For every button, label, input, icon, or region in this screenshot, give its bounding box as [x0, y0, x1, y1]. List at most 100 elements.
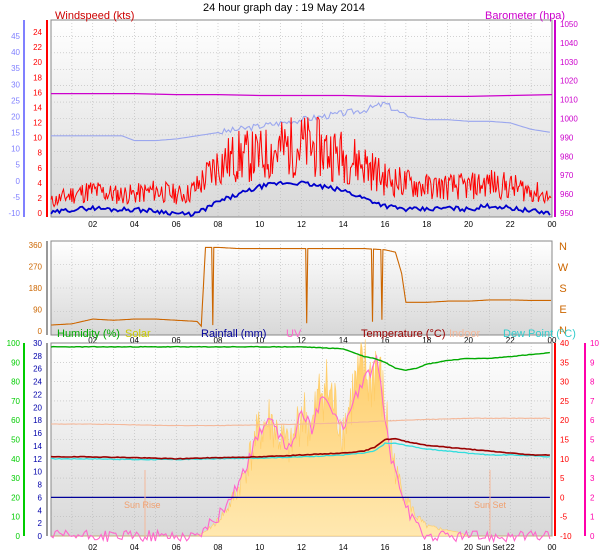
time-tick: 12 — [297, 336, 306, 345]
uv-tick: 3 — [590, 474, 595, 483]
rainfall-tick: 16 — [33, 429, 42, 438]
time-tick: 22 — [506, 220, 515, 229]
outer-speed-tick: -10 — [8, 209, 20, 218]
humidity-tick: 40 — [11, 455, 20, 464]
time-tick: 14 — [339, 336, 348, 345]
temperature-tick: 5 — [560, 474, 565, 483]
direction-tick: 90 — [33, 306, 42, 315]
compass-tick: S — [559, 283, 566, 295]
uv-tick: 10 — [590, 339, 599, 348]
temperature-line — [50, 437, 550, 460]
rainfall-tick: 4 — [38, 506, 43, 515]
uv-tick: 9 — [590, 358, 595, 367]
outer-speed-tick: 35 — [11, 64, 20, 73]
outer-speed-tick: 20 — [11, 112, 20, 121]
wind-barometer-panel: 454035302520151050-5-1024222018161412108… — [8, 10, 578, 229]
barometer-tick: 1000 — [560, 115, 578, 124]
time-tick: 20 — [464, 336, 473, 345]
time-tick: 10 — [255, 543, 264, 552]
windspeed-tick: 0 — [38, 209, 43, 218]
time-tick: 08 — [214, 336, 223, 345]
indoor-temperature-line — [51, 417, 550, 427]
outer-speed-tick: 25 — [11, 96, 20, 105]
barometer-tick: 990 — [560, 133, 574, 142]
temperature-panel: 1009080706050403020100302826242220181614… — [7, 328, 600, 552]
outer-speed-tick: 30 — [11, 80, 20, 89]
time-tick: 10 — [255, 336, 264, 345]
rainfall-tick: 24 — [33, 378, 42, 387]
rainfall-tick: 0 — [38, 532, 43, 541]
time-tick: 16 — [381, 220, 390, 229]
time-tick: 20 — [464, 543, 473, 552]
solar-label: Solar — [125, 328, 151, 340]
compass-tick: N — [559, 241, 567, 253]
time-tick: 22 — [506, 543, 515, 552]
windspeed-tick: 14 — [33, 103, 42, 112]
dew-point-line — [51, 442, 551, 461]
humidity-tick: 80 — [11, 378, 20, 387]
time-tick: 14 — [339, 543, 348, 552]
windspeed-tick: 12 — [33, 119, 42, 128]
rainfall-tick: 12 — [33, 455, 42, 464]
temperature-tick: -10 — [560, 532, 572, 541]
barometer-tick: 1040 — [560, 39, 578, 48]
windspeed-line — [50, 116, 552, 208]
compass-tick: N — [559, 325, 567, 337]
time-tick: 10 — [255, 220, 264, 229]
direction-tick: 270 — [29, 263, 43, 272]
time-tick: 18 — [422, 220, 431, 229]
rainfall-tick: 10 — [33, 468, 42, 477]
rainfall-tick: 2 — [38, 519, 43, 528]
time-tick: 16 — [381, 543, 390, 552]
rainfall-tick: 26 — [33, 365, 42, 374]
windspeed-tick: 24 — [33, 28, 42, 37]
temperature-axis-label: Temperature (°C) — [361, 328, 445, 340]
outer-speed-tick: 10 — [11, 145, 20, 154]
graph-title: 24 hour graph day : 19 May 2014 — [203, 2, 365, 14]
time-tick: 18 — [422, 543, 431, 552]
rainfall-axis-label: Rainfall (mm) — [201, 328, 266, 340]
windspeed-tick: 4 — [38, 179, 43, 188]
wind-average-line — [50, 180, 551, 218]
time-tick: 02 — [88, 543, 97, 552]
outer-speed-tick: 45 — [11, 32, 20, 41]
sun-rise-label: Sun Rise — [124, 500, 161, 510]
time-tick: 00 — [548, 336, 557, 345]
barometer-tick: 960 — [560, 190, 574, 199]
windspeed-tick: 10 — [33, 134, 42, 143]
windspeed-tick: 18 — [33, 73, 42, 82]
time-tick: 22 — [506, 336, 515, 345]
rainfall-tick: 6 — [38, 493, 43, 502]
barometer-tick: 1010 — [560, 96, 578, 105]
outer-speed-tick: 15 — [11, 129, 20, 138]
time-tick: 02 — [88, 336, 97, 345]
uv-tick: 2 — [590, 493, 595, 502]
temperature-tick: 20 — [560, 416, 569, 425]
wind-gust-line — [51, 101, 550, 142]
temperature-tick: 15 — [560, 436, 569, 445]
time-tick: 12 — [297, 543, 306, 552]
rainfall-tick: 28 — [33, 352, 42, 361]
uv-tick: 1 — [590, 513, 595, 522]
temperature-tick: 40 — [560, 339, 569, 348]
time-tick: 04 — [130, 336, 139, 345]
windspeed-tick: 20 — [33, 58, 42, 67]
time-tick: 02 — [88, 220, 97, 229]
sun-set-tick-label: Sun Set — [476, 543, 505, 552]
barometer-tick: 1050 — [560, 20, 578, 29]
direction-tick: 0 — [38, 327, 43, 336]
humidity-tick: 70 — [11, 397, 20, 406]
windspeed-tick: 8 — [38, 149, 43, 158]
rainfall-tick: 14 — [33, 442, 42, 451]
rainfall-tick: 18 — [33, 416, 42, 425]
humidity-tick: 60 — [11, 416, 20, 425]
rainfall-tick: 20 — [33, 403, 42, 412]
compass-tick: W — [558, 262, 569, 274]
temperature-tick: -5 — [560, 513, 568, 522]
humidity-tick: 100 — [7, 339, 21, 348]
humidity-axis-label: Humidity (%) — [57, 328, 120, 340]
time-tick: 12 — [297, 220, 306, 229]
barometer-tick: 980 — [560, 152, 574, 161]
rainfall-tick: 8 — [38, 481, 43, 490]
